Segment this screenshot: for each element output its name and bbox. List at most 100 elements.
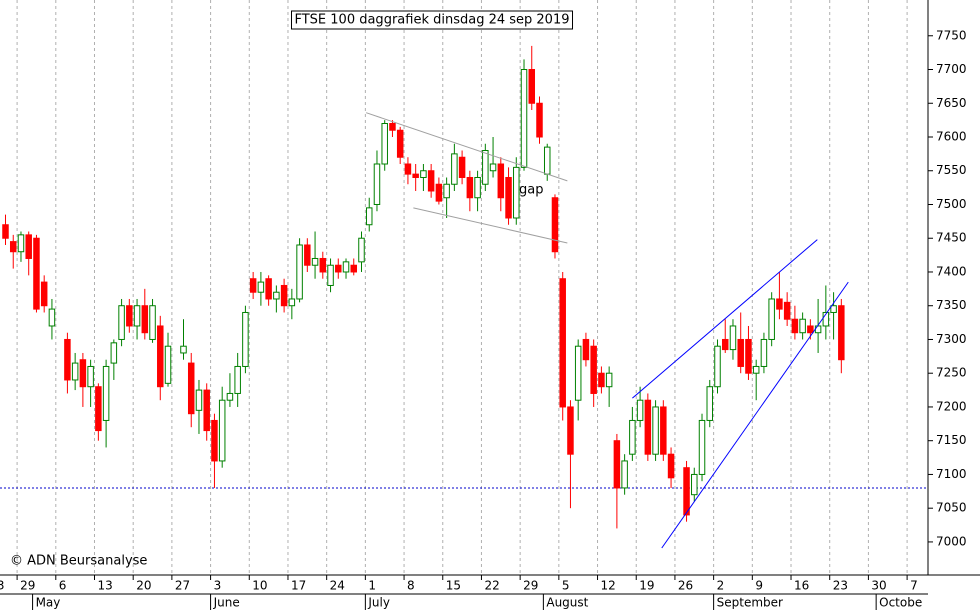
candle-body — [420, 170, 427, 178]
candle-body — [319, 257, 327, 273]
candle-body — [389, 123, 396, 131]
x-tick-label: 15 — [446, 579, 461, 593]
y-tick-label: 7000 — [936, 534, 967, 548]
candle-body — [799, 318, 806, 334]
x-tick-label: 13 — [97, 579, 112, 593]
candle-body — [381, 123, 388, 165]
y-tick-label: 7400 — [936, 264, 967, 278]
trend-line — [632, 239, 818, 399]
y-tick-label: 7200 — [936, 399, 967, 413]
x-tick-label: 7 — [910, 579, 918, 593]
candle-body — [590, 345, 597, 394]
candle-body — [474, 176, 481, 199]
candle-body — [187, 362, 195, 415]
candle-body — [71, 362, 79, 381]
x-tick-label: 26 — [678, 579, 693, 593]
candle-body — [242, 311, 249, 367]
candle-body — [660, 406, 667, 455]
candle-body — [760, 338, 768, 367]
x-tick-label: 8 — [407, 579, 415, 593]
candle-body — [180, 345, 187, 354]
candle-body — [288, 298, 296, 307]
x-tick-label: 23 — [833, 579, 848, 593]
candle-body — [621, 460, 628, 489]
candle-body — [9, 241, 17, 253]
candle-body — [265, 278, 272, 300]
y-tick-label: 7250 — [936, 366, 967, 380]
candle-body — [807, 325, 814, 334]
candle-body — [814, 325, 822, 334]
candle-body — [48, 308, 56, 327]
month-label: May — [36, 596, 61, 610]
candle-body — [551, 197, 559, 253]
candle-body — [211, 419, 218, 462]
candle-body — [822, 311, 830, 327]
candle-body — [249, 278, 257, 293]
candle-body — [528, 69, 536, 104]
candle-body — [335, 264, 342, 273]
x-tick-label: 9 — [755, 579, 763, 593]
candle-body — [567, 406, 574, 455]
copyright: © ADN Beursanalyse — [10, 554, 147, 569]
x-tick-label: 30 — [871, 579, 886, 593]
candle-body — [598, 372, 605, 388]
candle-body — [559, 278, 566, 408]
month-label: September — [717, 596, 783, 610]
candle-body — [141, 305, 149, 334]
candle-body — [706, 386, 714, 421]
candle-body — [830, 305, 837, 313]
month-label: July — [367, 596, 390, 610]
candle-body — [698, 419, 706, 475]
candle-body — [667, 453, 675, 479]
candle-body — [443, 183, 450, 199]
candle-body — [40, 281, 48, 307]
candle-body — [629, 419, 636, 455]
candle-body — [304, 244, 311, 266]
trend-line — [365, 112, 568, 182]
candle-body — [435, 183, 443, 202]
candle-body — [2, 224, 9, 239]
candle-body — [234, 365, 241, 394]
candle-body — [791, 318, 799, 334]
candle-body — [404, 163, 412, 175]
y-tick-label: 7150 — [936, 433, 967, 447]
x-tick-label: 24 — [330, 579, 345, 593]
candle-body — [311, 257, 319, 266]
y-tick-label: 7050 — [936, 501, 967, 515]
candle-body — [505, 176, 512, 219]
candle-body — [33, 237, 40, 310]
candle-body — [327, 264, 334, 286]
candle-body — [543, 146, 551, 175]
candle-body — [752, 365, 760, 374]
x-tick-label: 19 — [639, 579, 654, 593]
candle-body — [683, 467, 690, 516]
x-tick-label: 12 — [601, 579, 616, 593]
candle-body — [350, 264, 358, 273]
y-tick-label: 7600 — [936, 130, 967, 144]
x-tick-label: 27 — [175, 579, 190, 593]
candle-body — [79, 359, 87, 388]
y-tick-label: 7750 — [936, 28, 967, 42]
x-tick-label: 6 — [59, 579, 67, 593]
candle-body — [605, 372, 613, 388]
candle-body — [218, 399, 226, 462]
candle-body — [133, 305, 141, 327]
x-tick-label: 22 — [484, 579, 499, 593]
y-tick-label: 7650 — [936, 96, 967, 110]
y-tick-label: 7550 — [936, 163, 967, 177]
candle-body — [25, 234, 32, 259]
chart-title: FTSE 100 daggrafiek dinsdag 24 sep 2019 — [294, 13, 569, 28]
candle-body — [489, 163, 497, 172]
title-box — [290, 10, 574, 30]
x-tick-label: 10 — [252, 579, 267, 593]
candle-body — [412, 173, 419, 178]
candle-body — [482, 149, 489, 185]
candle-body — [427, 170, 435, 192]
x-tick-label: 3 — [214, 579, 222, 593]
x-tick-label: 5 — [562, 579, 570, 593]
x-tick-label: 20 — [136, 579, 151, 593]
candle-body — [396, 129, 404, 158]
candle-body — [513, 166, 520, 219]
candle-body — [102, 365, 110, 421]
